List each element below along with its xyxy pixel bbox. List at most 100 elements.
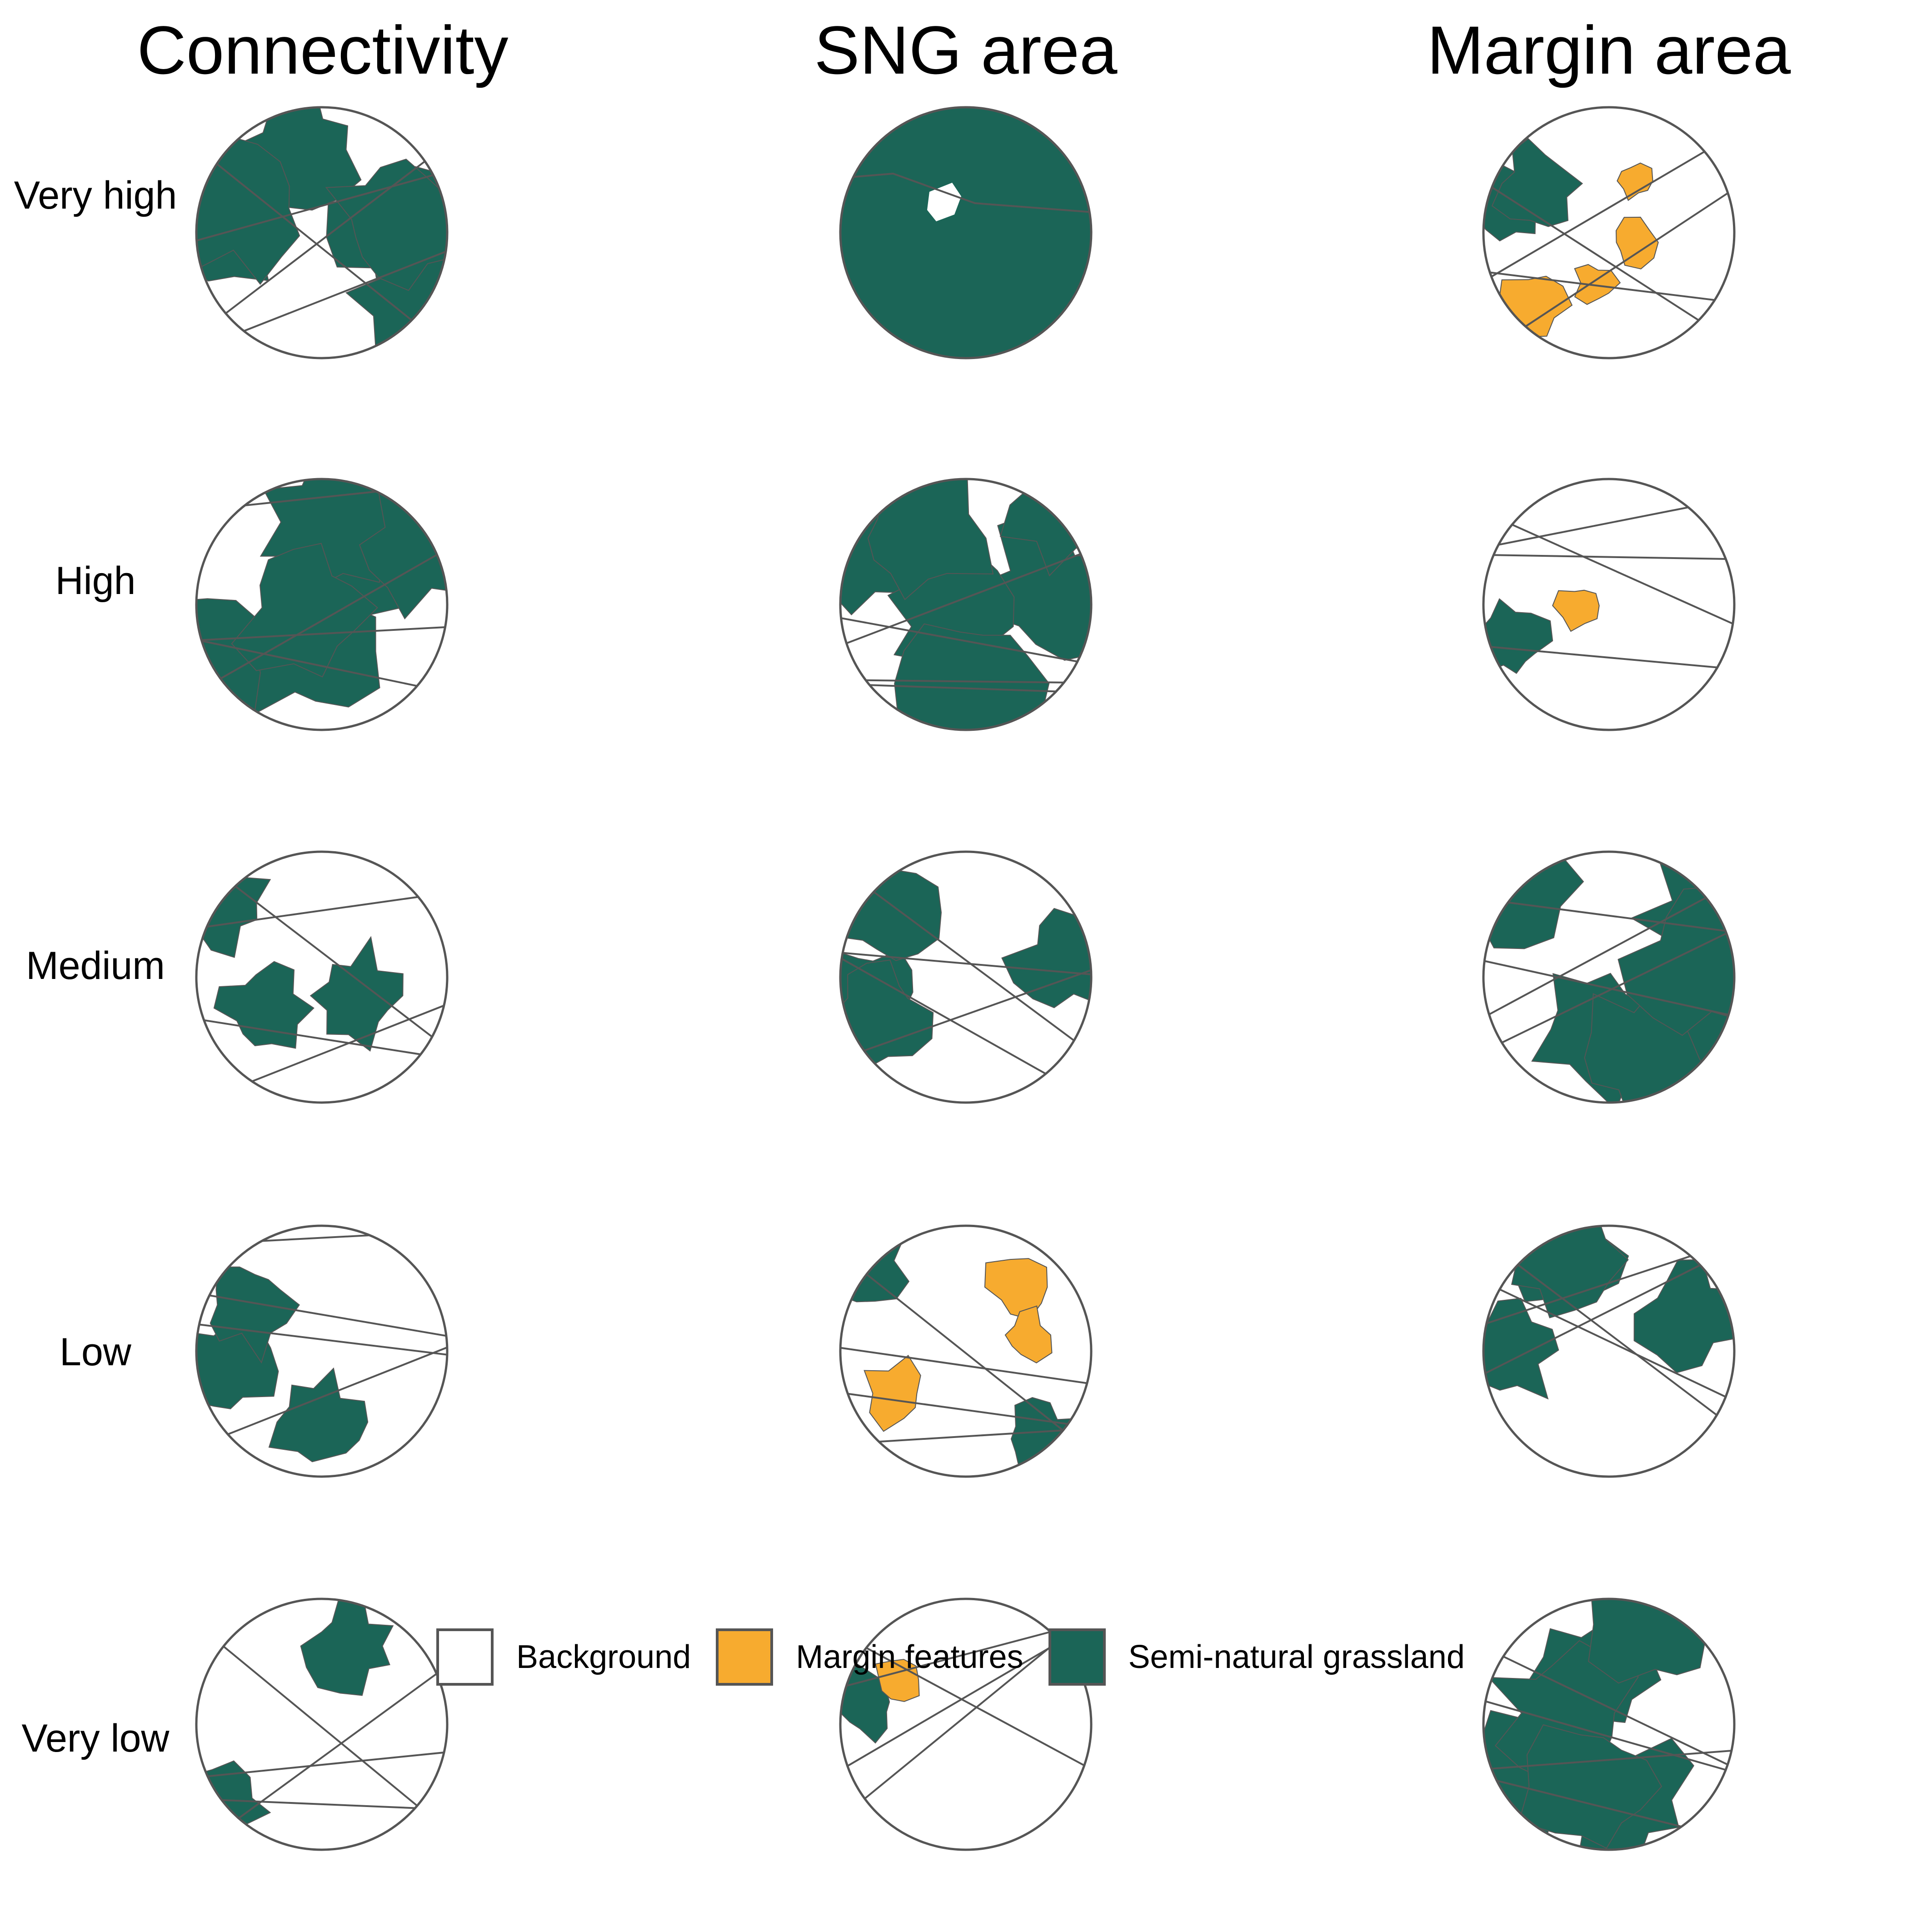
row-label-very-low: Very low <box>21 1717 170 1760</box>
column-title-sng-area: SNG area <box>814 12 1118 88</box>
margin-feature-patch <box>1004 1305 1053 1363</box>
field-boundary-line <box>840 968 1091 1061</box>
field-boundary-line <box>1483 959 1734 1018</box>
map-landscape <box>196 852 447 1103</box>
map-landscape <box>1483 107 1734 358</box>
field-boundary-line <box>840 1632 1091 1771</box>
map-circle-outline <box>195 1224 449 1478</box>
map-panel-connectivity-medium <box>195 850 449 1104</box>
legend: Background Margin features Semi-natural … <box>436 1626 1490 1687</box>
field-boundary-line <box>840 1428 1091 1445</box>
field-boundary-line <box>1483 880 1734 1019</box>
map-circle <box>195 1224 449 1478</box>
legend-label-background: Background <box>516 1638 691 1675</box>
map-landscape <box>1483 479 1734 730</box>
legend-swatch-margin-features <box>716 1628 774 1686</box>
map-panel-margin-area-medium <box>1482 850 1736 1104</box>
field-boundary-line <box>196 1346 447 1448</box>
map-circle-outline <box>839 106 1093 359</box>
field-boundary-line <box>1483 510 1734 626</box>
field-boundary-line <box>1483 1699 1734 1774</box>
grassland-patch <box>1633 1259 1734 1373</box>
map-circle <box>1482 1598 1736 1851</box>
grassland-patch <box>325 159 447 291</box>
legend-swatch-background <box>436 1628 494 1686</box>
grassland-patch <box>1491 138 1583 227</box>
grassland-patch <box>231 543 378 678</box>
map-circle-outline <box>839 478 1093 731</box>
background-area <box>1483 479 1734 730</box>
map-circle <box>195 1598 449 1851</box>
background-area <box>840 107 1091 358</box>
map-circle-outline <box>1482 850 1736 1104</box>
map-circle <box>1482 850 1736 1104</box>
field-boundary-line <box>840 617 1091 665</box>
column-title-connectivity: Connectivity <box>137 12 509 88</box>
map-landscape <box>840 852 1091 1103</box>
map-panel-sng-area-very-high <box>839 105 1093 360</box>
field-boundary-line <box>1483 1280 1734 1403</box>
map-panel-sng-area-medium <box>839 850 1093 1104</box>
map-circle-outline <box>195 1598 449 1851</box>
map-landscape <box>840 479 1091 730</box>
legend-item-background: Background <box>436 1628 691 1686</box>
map-circle <box>1482 478 1736 731</box>
margin-feature-patch <box>1615 216 1659 270</box>
legend-item-semi-natural-grassland: Semi-natural grassland <box>1048 1628 1465 1686</box>
map-landscape <box>196 1226 447 1477</box>
field-boundary-line <box>196 170 447 242</box>
map-circle-outline <box>1482 106 1736 359</box>
map-circle <box>839 106 1093 359</box>
map-panel-sng-area-low <box>839 1224 1093 1478</box>
grassland-patch <box>213 961 315 1049</box>
field-boundary-line <box>196 1018 447 1060</box>
grassland-patch <box>359 479 447 620</box>
map-circle <box>195 106 449 359</box>
map-landscape <box>1483 1226 1734 1477</box>
row-label-medium: Medium <box>26 944 165 988</box>
map-landscape <box>196 1599 447 1850</box>
map-circle <box>839 850 1093 1104</box>
row-label-high: High <box>55 559 136 603</box>
grassland-patch <box>210 1266 300 1364</box>
map-panel-margin-area-very-high <box>1482 105 1736 360</box>
field-boundary-line <box>840 679 1091 684</box>
margin-feature-patch <box>1552 589 1600 632</box>
margin-feature-patch <box>864 1355 921 1432</box>
map-landscape <box>840 107 1091 358</box>
map-circle <box>1482 1224 1736 1478</box>
field-boundary-line <box>196 892 447 929</box>
map-circle-outline <box>1482 1598 1736 1851</box>
map-circle-outline <box>195 850 449 1104</box>
map-panel-connectivity-very-high <box>195 105 449 360</box>
legend-label-margin-features: Margin features <box>796 1638 1023 1675</box>
map-circle <box>195 478 449 731</box>
map-panel-connectivity-very-low <box>195 1597 449 1852</box>
field-boundary-line <box>1483 898 1734 934</box>
field-boundary-line <box>840 951 1091 976</box>
field-boundary-line <box>840 865 1091 1056</box>
field-boundary-line <box>1483 1236 1734 1431</box>
field-boundary-line <box>196 1798 447 1811</box>
map-circle-outline <box>839 1224 1093 1478</box>
map-circle <box>839 1224 1093 1478</box>
row-label-low: Low <box>60 1330 131 1374</box>
map-circle-outline <box>839 850 1093 1104</box>
map-circle <box>195 850 449 1104</box>
field-boundary-line <box>196 638 447 694</box>
map-panel-connectivity-high <box>195 477 449 732</box>
legend-label-semi-natural-grassland: Semi-natural grassland <box>1128 1638 1465 1675</box>
grassland-patch <box>1518 1724 1662 1849</box>
map-panel-sng-area-high <box>839 477 1093 732</box>
map-circle <box>839 478 1093 731</box>
map-circle <box>1482 106 1736 359</box>
field-boundary-line <box>1483 1246 1734 1376</box>
legend-item-margin-features: Margin features <box>716 1628 1023 1686</box>
field-boundary-line <box>1483 645 1734 670</box>
field-boundary-line <box>196 145 447 351</box>
field-boundary-line <box>196 1751 447 1779</box>
field-boundary-line <box>840 1347 1091 1385</box>
field-boundary-line <box>1483 270 1734 304</box>
grassland-patch <box>310 936 404 1052</box>
field-boundary-line <box>196 142 447 338</box>
